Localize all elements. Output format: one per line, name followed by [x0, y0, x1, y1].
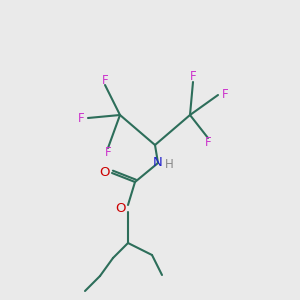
Text: H: H: [165, 158, 173, 170]
Text: O: O: [100, 167, 110, 179]
Text: N: N: [153, 157, 163, 169]
Text: O: O: [116, 202, 126, 214]
Text: F: F: [205, 136, 211, 149]
Text: F: F: [222, 88, 228, 101]
Text: F: F: [102, 74, 108, 86]
Text: F: F: [190, 70, 196, 83]
Text: F: F: [105, 146, 111, 160]
Text: F: F: [78, 112, 84, 124]
